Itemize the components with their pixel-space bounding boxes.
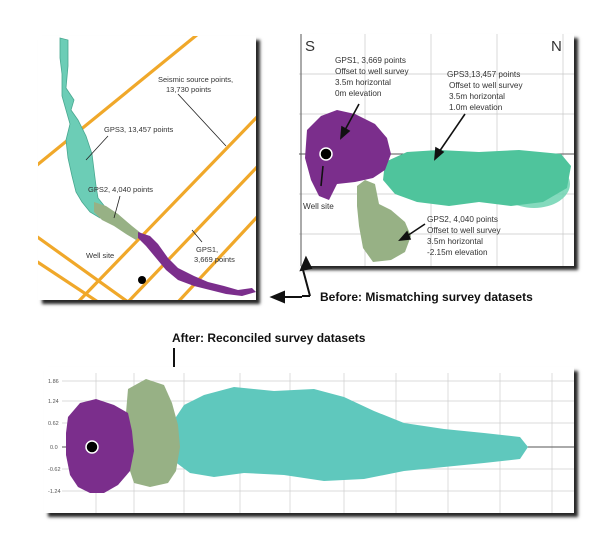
gps3-note-line1: GPS3,13,457 points — [447, 70, 520, 79]
well-site-map-label: Well site — [86, 251, 114, 260]
gps1-note-arrow — [344, 103, 360, 131]
seismic-label-line1: Seismic source points, — [158, 75, 233, 84]
gps3-note-line4: 1.0m elevation — [449, 103, 503, 112]
before-panel: S N GPS1, 3,669 points Offset to well su… — [299, 34, 574, 266]
seismic-line — [76, 114, 260, 304]
before-caption: Before: Mismatching survey datasets — [320, 290, 533, 304]
gps3-note-line2: Offset to well survey — [449, 81, 523, 90]
map-panel: Seismic source points, 13,730 points GPS… — [34, 32, 260, 304]
arrow-head — [269, 290, 285, 304]
gps2-note-line1: GPS2, 4,040 points — [427, 215, 498, 224]
after-svg: 1.86 1.24 0.62 0.0 -0.62 -1.24 — [48, 373, 574, 513]
gps2-map-label: GPS2, 4,040 points — [88, 185, 153, 194]
seismic-source-lines — [34, 32, 260, 304]
gps2-leader — [113, 195, 121, 219]
y-tick-label: 1.24 — [48, 399, 59, 405]
well-site-marker — [138, 276, 146, 284]
gps1-note-line1: GPS1, 3,669 points — [335, 56, 406, 65]
gps1-before-cloud — [305, 110, 391, 200]
y-tick-label: 1.86 — [48, 379, 59, 385]
after-caption: After: Reconciled survey datasets — [172, 331, 366, 345]
well-site-before-label: Well site — [303, 202, 334, 211]
gps3-note-arrow — [438, 113, 466, 153]
seismic-line — [35, 259, 99, 304]
map-svg: Seismic source points, 13,730 points GPS… — [34, 32, 260, 304]
gps3-before-cloud — [383, 150, 571, 206]
y-tick-label: 0.62 — [48, 421, 59, 427]
gps1-map-label-line2: 3,669 points — [194, 255, 235, 264]
gps1-map-label-line1: GPS1, — [196, 245, 218, 254]
gps2-note-line2: Offset to well survey — [427, 226, 501, 235]
gps1-note-line4: 0m elevation — [335, 89, 382, 98]
y-tick-label: 0.0 — [50, 445, 58, 451]
gps1-leader — [191, 229, 203, 243]
gps1-note-line2: Offset to well survey — [335, 67, 409, 76]
well-site-marker — [85, 440, 99, 454]
seismic-label-line2: 13,730 points — [166, 85, 211, 94]
arrow-head — [398, 230, 412, 241]
well-site-marker — [319, 147, 333, 161]
gps2-note-line4: -2.15m elevation — [427, 248, 488, 257]
before-svg: S N GPS1, 3,669 points Offset to well su… — [299, 34, 574, 266]
gps1-note-line3: 3.5m horizontal — [335, 78, 391, 87]
after-panel: 1.86 1.24 0.62 0.0 -0.62 -1.24 — [44, 367, 574, 513]
seismic-line — [126, 164, 260, 304]
gps1-survey-path — [138, 232, 256, 296]
seismic-line — [176, 214, 260, 304]
y-tick-label: -0.62 — [48, 467, 61, 473]
arrow-head — [340, 125, 351, 140]
well-note-arrow — [320, 165, 324, 187]
gps3-leader — [85, 135, 109, 161]
gps1-after-cloud — [66, 399, 134, 493]
south-label: S — [305, 38, 315, 55]
north-label: N — [551, 38, 562, 55]
before-caption-arrow — [301, 265, 311, 297]
arrow-head — [434, 146, 445, 161]
seismic-leader — [177, 93, 227, 147]
seismic-line — [34, 32, 200, 168]
gps2-before-cloud — [357, 180, 411, 262]
gps2-survey-shape — [94, 202, 142, 240]
gps3-note-line3: 3.5m horizontal — [449, 92, 505, 101]
gps2-after-cloud — [126, 379, 180, 487]
gps2-note-arrow — [406, 223, 426, 237]
y-tick-label: -1.24 — [48, 489, 61, 495]
gps2-note-line3: 3.5m horizontal — [427, 237, 483, 246]
gps3-after-cloud — [168, 387, 528, 481]
seismic-line — [35, 234, 129, 304]
arrow-head — [299, 255, 313, 272]
gps3-map-label: GPS3, 13,457 points — [104, 125, 173, 134]
